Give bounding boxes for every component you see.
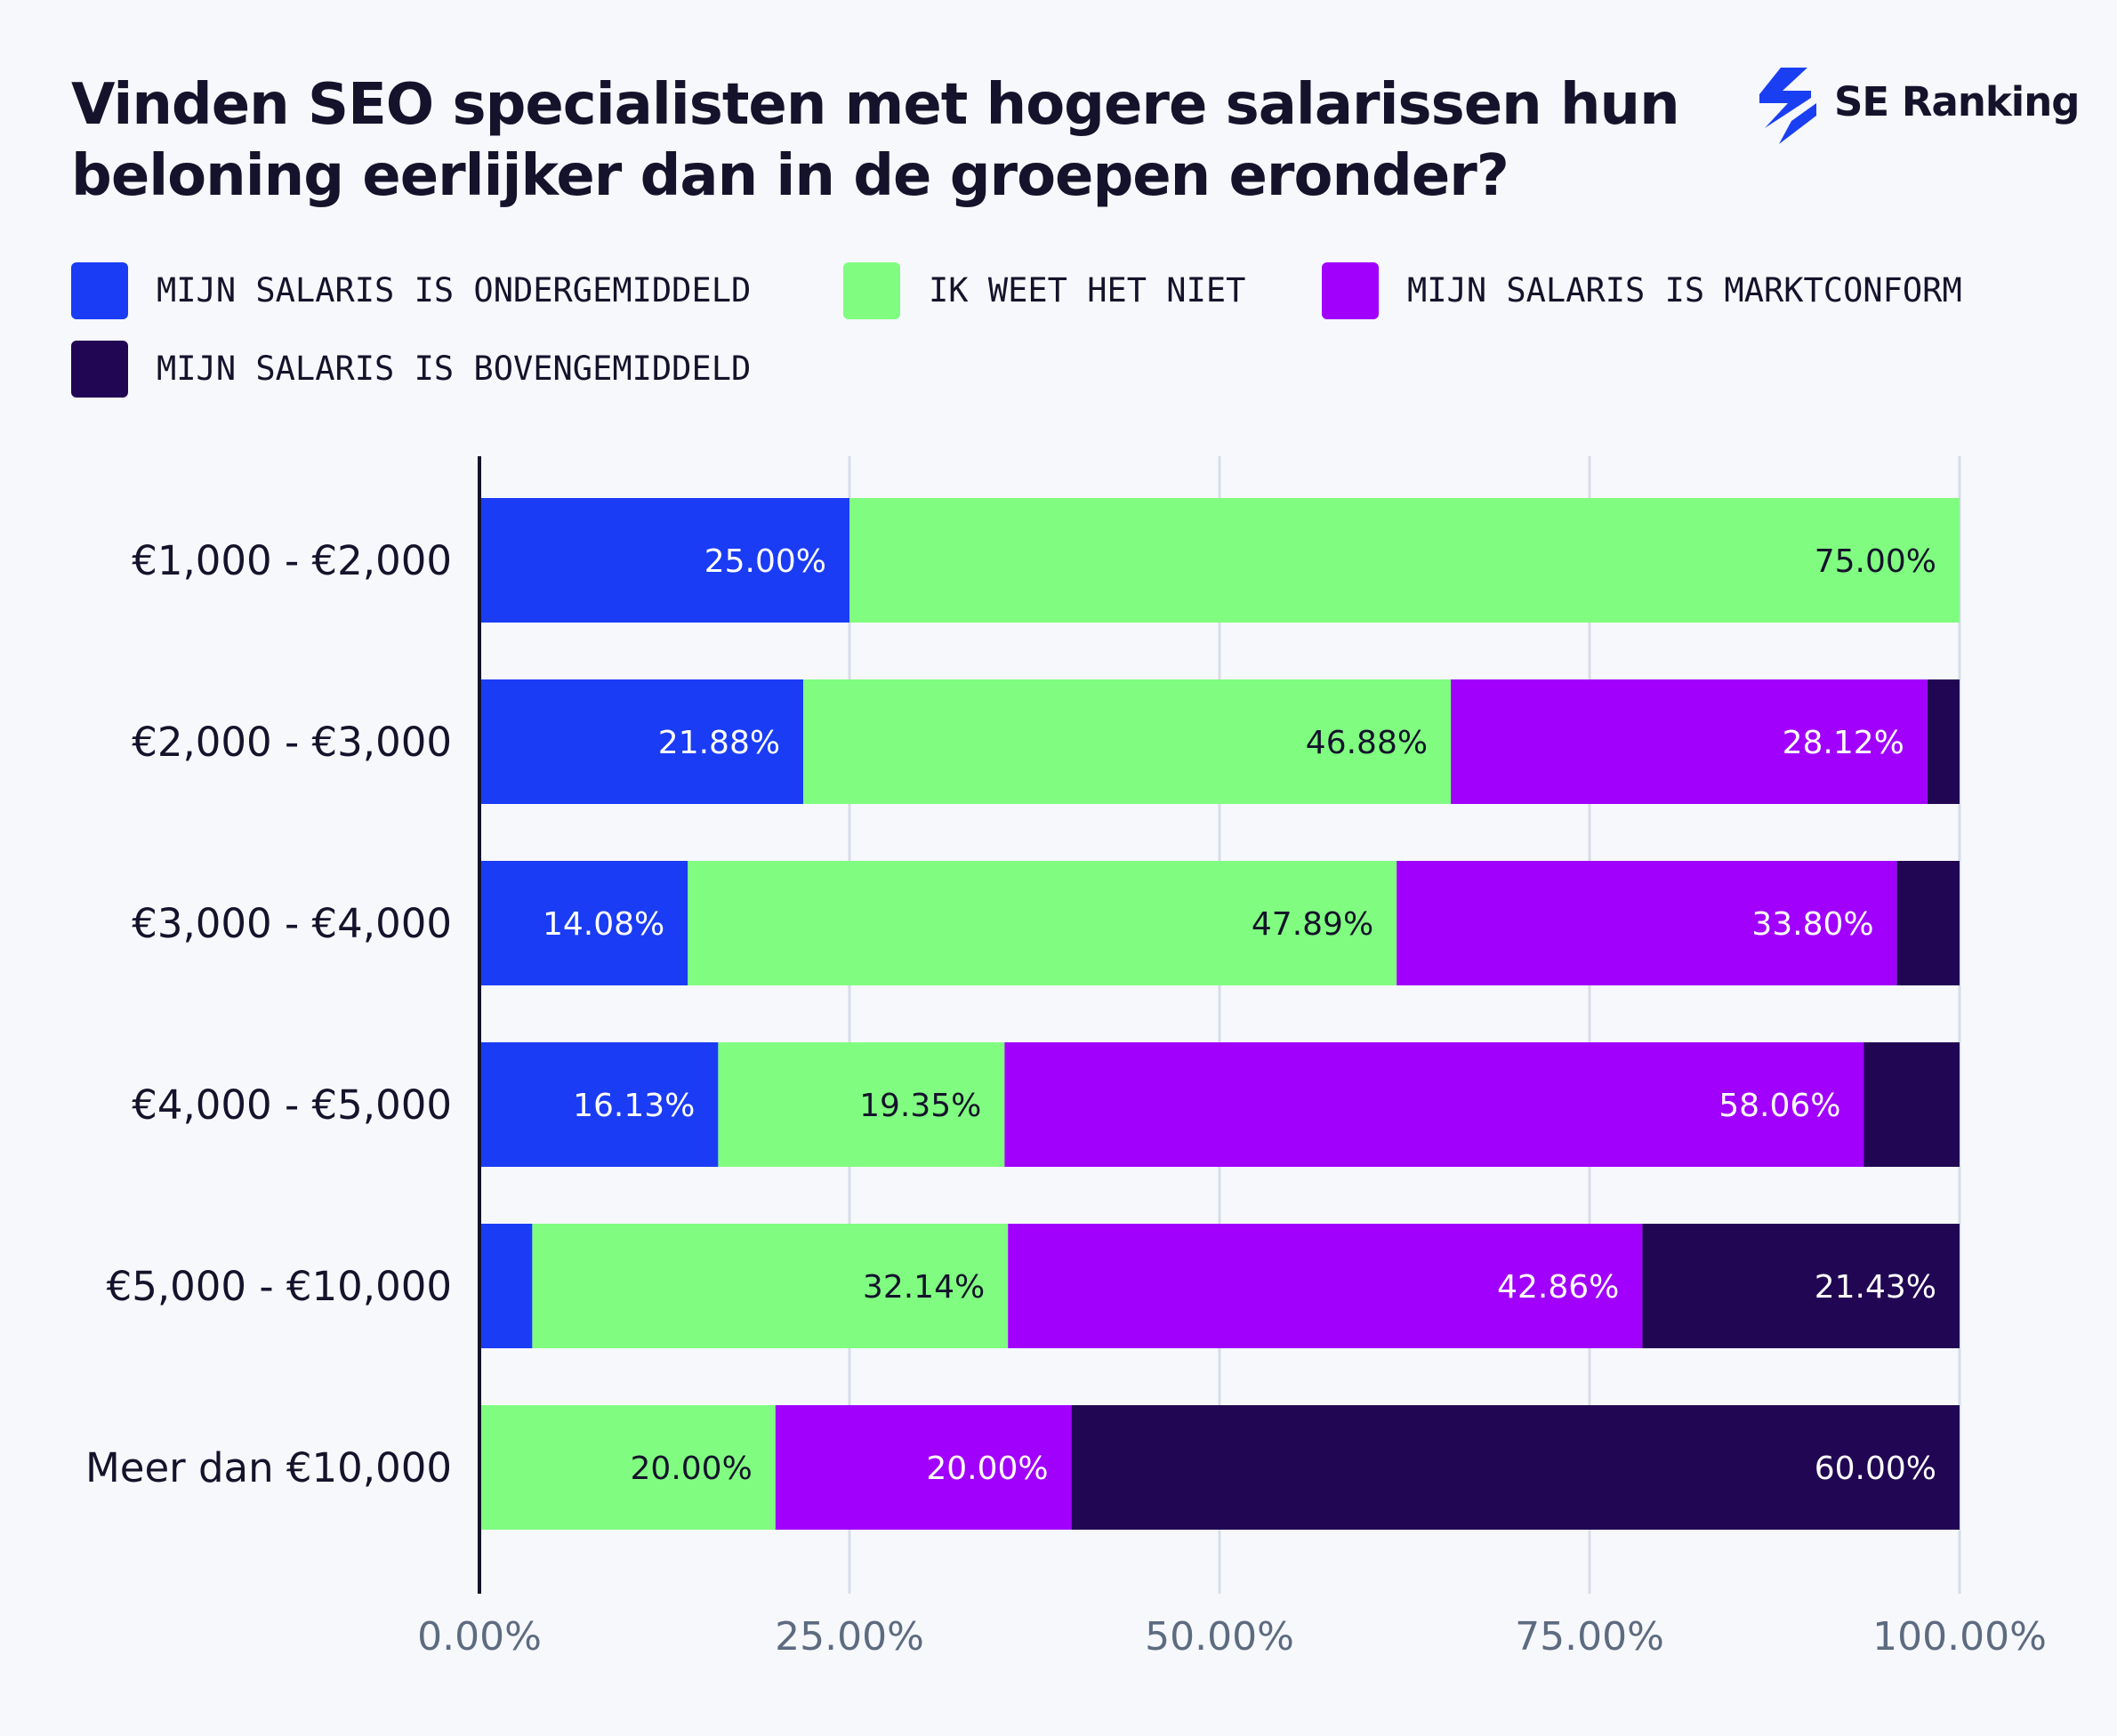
x-tick-label: 0.00% xyxy=(417,1614,542,1660)
bar-segment xyxy=(532,1224,1009,1348)
bar-segment xyxy=(479,1224,533,1348)
data-label: 20.00% xyxy=(926,1451,1048,1487)
chart-title: Vinden SEO specialisten met hogere salar… xyxy=(71,69,1690,212)
category-label: €4,000 - €5,000 xyxy=(132,1081,452,1129)
bar-segment xyxy=(1397,861,1897,985)
data-label: 47.89% xyxy=(1252,906,1373,943)
chart-title-line-1: Vinden SEO specialisten met hogere salar… xyxy=(71,72,1680,138)
chart-title-line-2: beloning eerlijker dan in de groepen ero… xyxy=(71,143,1509,209)
bar-segment xyxy=(1071,1405,1960,1530)
category-label: €3,000 - €4,000 xyxy=(132,900,452,947)
data-label: 21.43% xyxy=(1815,1269,1936,1306)
data-label: 21.88% xyxy=(658,725,780,761)
bar-segment xyxy=(1008,1224,1643,1348)
bar-segment xyxy=(775,1405,1072,1530)
brand-name: SE Ranking xyxy=(1834,78,2080,125)
x-tick-label: 25.00% xyxy=(775,1614,924,1660)
legend-swatch xyxy=(71,262,128,319)
bar-segment xyxy=(479,1042,719,1167)
bar-segment xyxy=(1896,861,1960,985)
category-label: €5,000 - €10,000 xyxy=(107,1263,452,1310)
bar-segment xyxy=(849,498,1960,623)
category-label: Meer dan €10,000 xyxy=(85,1444,452,1491)
bar-segment xyxy=(688,861,1397,985)
legend-label: IK WEET HET NIET xyxy=(929,271,1246,309)
x-tick-label: 50.00% xyxy=(1145,1614,1294,1660)
category-label: €1,000 - €2,000 xyxy=(132,537,452,584)
data-label: 25.00% xyxy=(704,543,826,580)
x-tick-label: 100.00% xyxy=(1872,1614,2047,1660)
data-label: 75.00% xyxy=(1815,543,1936,580)
x-tick-label: 75.00% xyxy=(1515,1614,1664,1660)
chart-legend: MIJN SALARIS IS ONDERGEMIDDELD IK WEET H… xyxy=(71,262,2081,405)
bar-segment xyxy=(1863,1042,1960,1167)
data-label: 42.86% xyxy=(1497,1269,1619,1306)
se-ranking-logo-icon xyxy=(1759,68,1816,144)
data-label: 19.35% xyxy=(859,1088,981,1124)
data-label: 46.88% xyxy=(1306,725,1428,761)
legend-label: MIJN SALARIS IS MARKTCONFORM xyxy=(1407,271,1962,309)
bar-segment xyxy=(479,498,849,623)
bar-segment xyxy=(1451,679,1928,804)
data-label: 14.08% xyxy=(543,906,664,943)
category-label: €2,000 - €3,000 xyxy=(132,719,452,766)
bar-segment xyxy=(718,1042,1005,1167)
brand-logo: SE Ranking xyxy=(1752,68,2080,144)
legend-label: MIJN SALARIS IS BOVENGEMIDDELD xyxy=(157,350,752,388)
bar-segment xyxy=(1927,679,1960,804)
bar-segment xyxy=(479,679,804,804)
bar-segment xyxy=(803,679,1452,804)
legend-swatch xyxy=(843,262,900,319)
data-label: 58.06% xyxy=(1719,1088,1840,1124)
bar-segment xyxy=(479,1405,776,1530)
data-label: 28.12% xyxy=(1783,725,1904,761)
legend-swatch xyxy=(1322,262,1379,319)
bar-segment xyxy=(479,861,688,985)
bar-segment xyxy=(1642,1224,1960,1348)
legend-label: MIJN SALARIS IS ONDERGEMIDDELD xyxy=(157,271,752,309)
bar-segment xyxy=(1004,1042,1864,1167)
data-label: 16.13% xyxy=(573,1088,695,1124)
data-label: 60.00% xyxy=(1815,1451,1936,1487)
data-label: 33.80% xyxy=(1751,906,1873,943)
data-label: 32.14% xyxy=(863,1269,985,1306)
data-label: 20.00% xyxy=(631,1451,753,1487)
legend-swatch xyxy=(71,341,128,398)
